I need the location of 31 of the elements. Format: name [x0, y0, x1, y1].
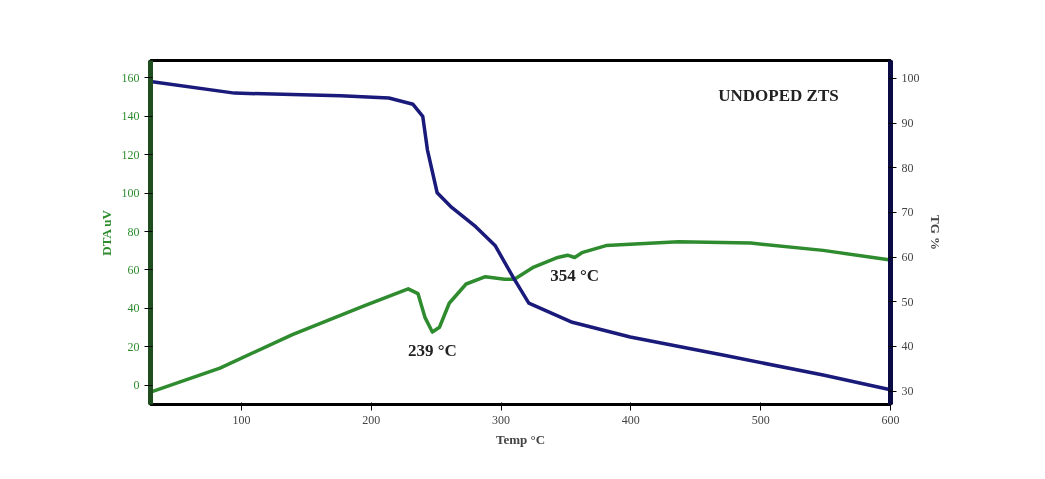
y-tick-label: 80	[127, 224, 140, 239]
x-tick-label: 600	[881, 412, 900, 427]
y2-tick-label: 100	[901, 71, 920, 86]
y2-tick-label: 90	[901, 116, 914, 131]
y-tick-label: 20	[127, 339, 140, 354]
y-tick-label: 120	[121, 147, 140, 162]
x-axis-title: Temp °C	[495, 431, 546, 447]
line-series	[150, 239, 891, 394]
x-tick-label: 400	[621, 412, 640, 427]
y-tick-label: 40	[127, 301, 140, 316]
y2-tick-label: 60	[901, 250, 914, 265]
line-series	[150, 79, 891, 392]
annotation: 354 °C	[550, 266, 600, 286]
y2-tick-label: 30	[901, 384, 914, 399]
y2-tick-label: 40	[901, 339, 914, 354]
y-tick-label: 160	[121, 70, 140, 85]
x-tick-label: 300	[492, 412, 511, 427]
y2-tick-label: 50	[901, 294, 914, 309]
x-tick-label: 100	[232, 412, 251, 427]
y2-tick-label: 70	[901, 205, 914, 220]
x-tick-label: 200	[362, 412, 381, 427]
y2-axis-title: TG %	[927, 214, 943, 251]
annotation: 239 °C	[407, 341, 457, 361]
y-tick-label: 100	[121, 186, 140, 201]
text: UNDOPED ZTS	[718, 86, 839, 106]
y-tick-label: 140	[121, 109, 140, 124]
y-tick-label: 0	[133, 378, 140, 393]
y-axis-title: DTA uV	[98, 209, 114, 256]
y2-tick-label: 80	[901, 160, 914, 175]
x-tick-label: 500	[751, 412, 770, 427]
y-tick-label: 60	[127, 262, 140, 277]
